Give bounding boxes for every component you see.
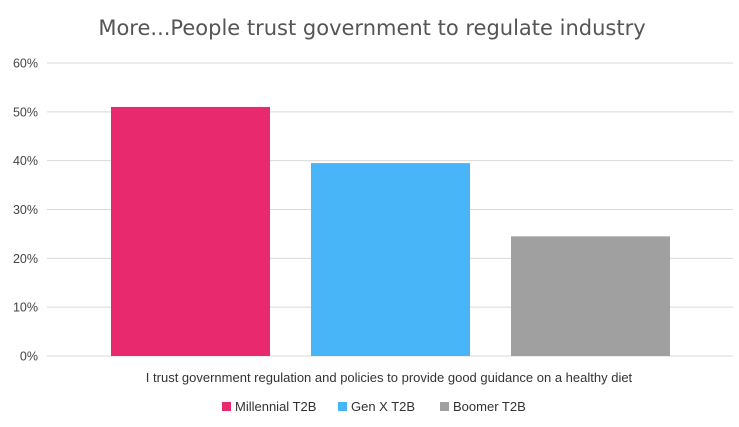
y-tick-label: 30% (13, 203, 38, 217)
legend: Millennial T2B Gen X T2B Boomer T2B (222, 399, 526, 414)
legend-label: Millennial T2B (235, 399, 316, 414)
chart-title: More...People trust government to regula… (98, 16, 645, 40)
y-tick-label: 20% (13, 252, 38, 266)
legend-swatch (338, 402, 347, 411)
y-tick-label: 50% (13, 105, 38, 119)
bar-millennial-t2b (111, 106, 270, 356)
y-tick-label: 0% (20, 350, 38, 364)
y-tick-label: 40% (13, 154, 38, 168)
legend-item: Gen X T2B (338, 399, 415, 414)
bar-boomer-t2b (511, 236, 670, 356)
legend-item: Millennial T2B (222, 399, 316, 414)
legend-swatch (222, 402, 231, 411)
legend-label: Boomer T2B (453, 399, 526, 414)
y-tick-label: 60% (13, 57, 38, 71)
legend-label: Gen X T2B (351, 399, 415, 414)
bar-gen-x-t2b (311, 163, 470, 356)
y-axis-ticks: 0% 10% 20% 30% 40% 50% 60% (13, 57, 38, 364)
bars (111, 106, 670, 356)
y-tick-label: 10% (13, 301, 38, 315)
legend-item: Boomer T2B (440, 399, 526, 414)
category-label: I trust government regulation and polici… (146, 370, 633, 385)
legend-swatch (440, 402, 449, 411)
